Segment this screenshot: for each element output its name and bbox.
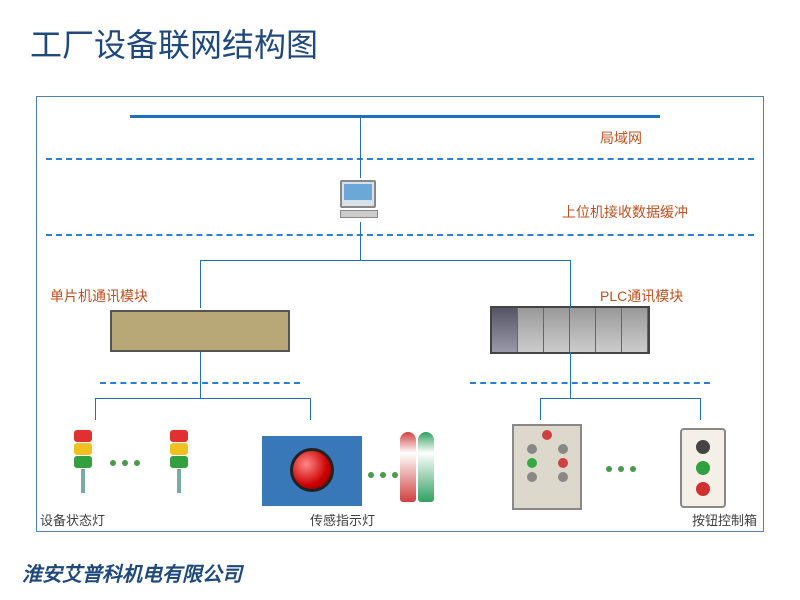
stack-light-1-icon (74, 430, 92, 493)
indicator-red-icon (290, 448, 334, 492)
connector-line (200, 260, 570, 261)
connector-line (46, 158, 754, 160)
plc-module-icon (490, 306, 650, 354)
connector-line (570, 352, 571, 398)
label-plc: PLC通讯模块 (600, 286, 683, 306)
label-host: 上位机接收数据缓冲 (562, 202, 688, 222)
ellipsis-3-icon (606, 466, 636, 472)
connector-line (360, 222, 361, 260)
button-box-icon (680, 428, 726, 508)
pen-lights-icon (400, 432, 434, 502)
label-status: 设备状态灯 (40, 510, 105, 529)
host-computer-icon (340, 180, 378, 218)
company-footer: 淮安艾普科机电有限公司 (22, 558, 242, 587)
connector-line (200, 352, 201, 398)
connector-line (570, 260, 571, 308)
connector-line (200, 260, 201, 308)
label-mcu: 单片机通讯模块 (50, 286, 148, 306)
connector-line (470, 382, 710, 384)
connector-line (95, 398, 96, 420)
ellipsis-1-icon (110, 460, 140, 466)
ellipsis-2-icon (368, 472, 398, 478)
label-lan: 局域网 (600, 128, 642, 148)
connector-line (310, 398, 311, 420)
connector-line (46, 234, 754, 236)
page-title: 工厂设备联网结构图 (30, 20, 318, 66)
connector-line (700, 398, 701, 420)
mcu-module-icon (110, 310, 290, 352)
control-panel-icon (512, 424, 582, 510)
label-button: 按钮控制箱 (692, 510, 757, 529)
connector-line (360, 117, 361, 178)
connector-line (540, 398, 541, 420)
connector-line (540, 398, 700, 399)
label-sensor: 传感指示灯 (310, 510, 375, 529)
connector-line (130, 115, 660, 118)
connector-line (95, 398, 310, 399)
stack-light-2-icon (170, 430, 188, 493)
